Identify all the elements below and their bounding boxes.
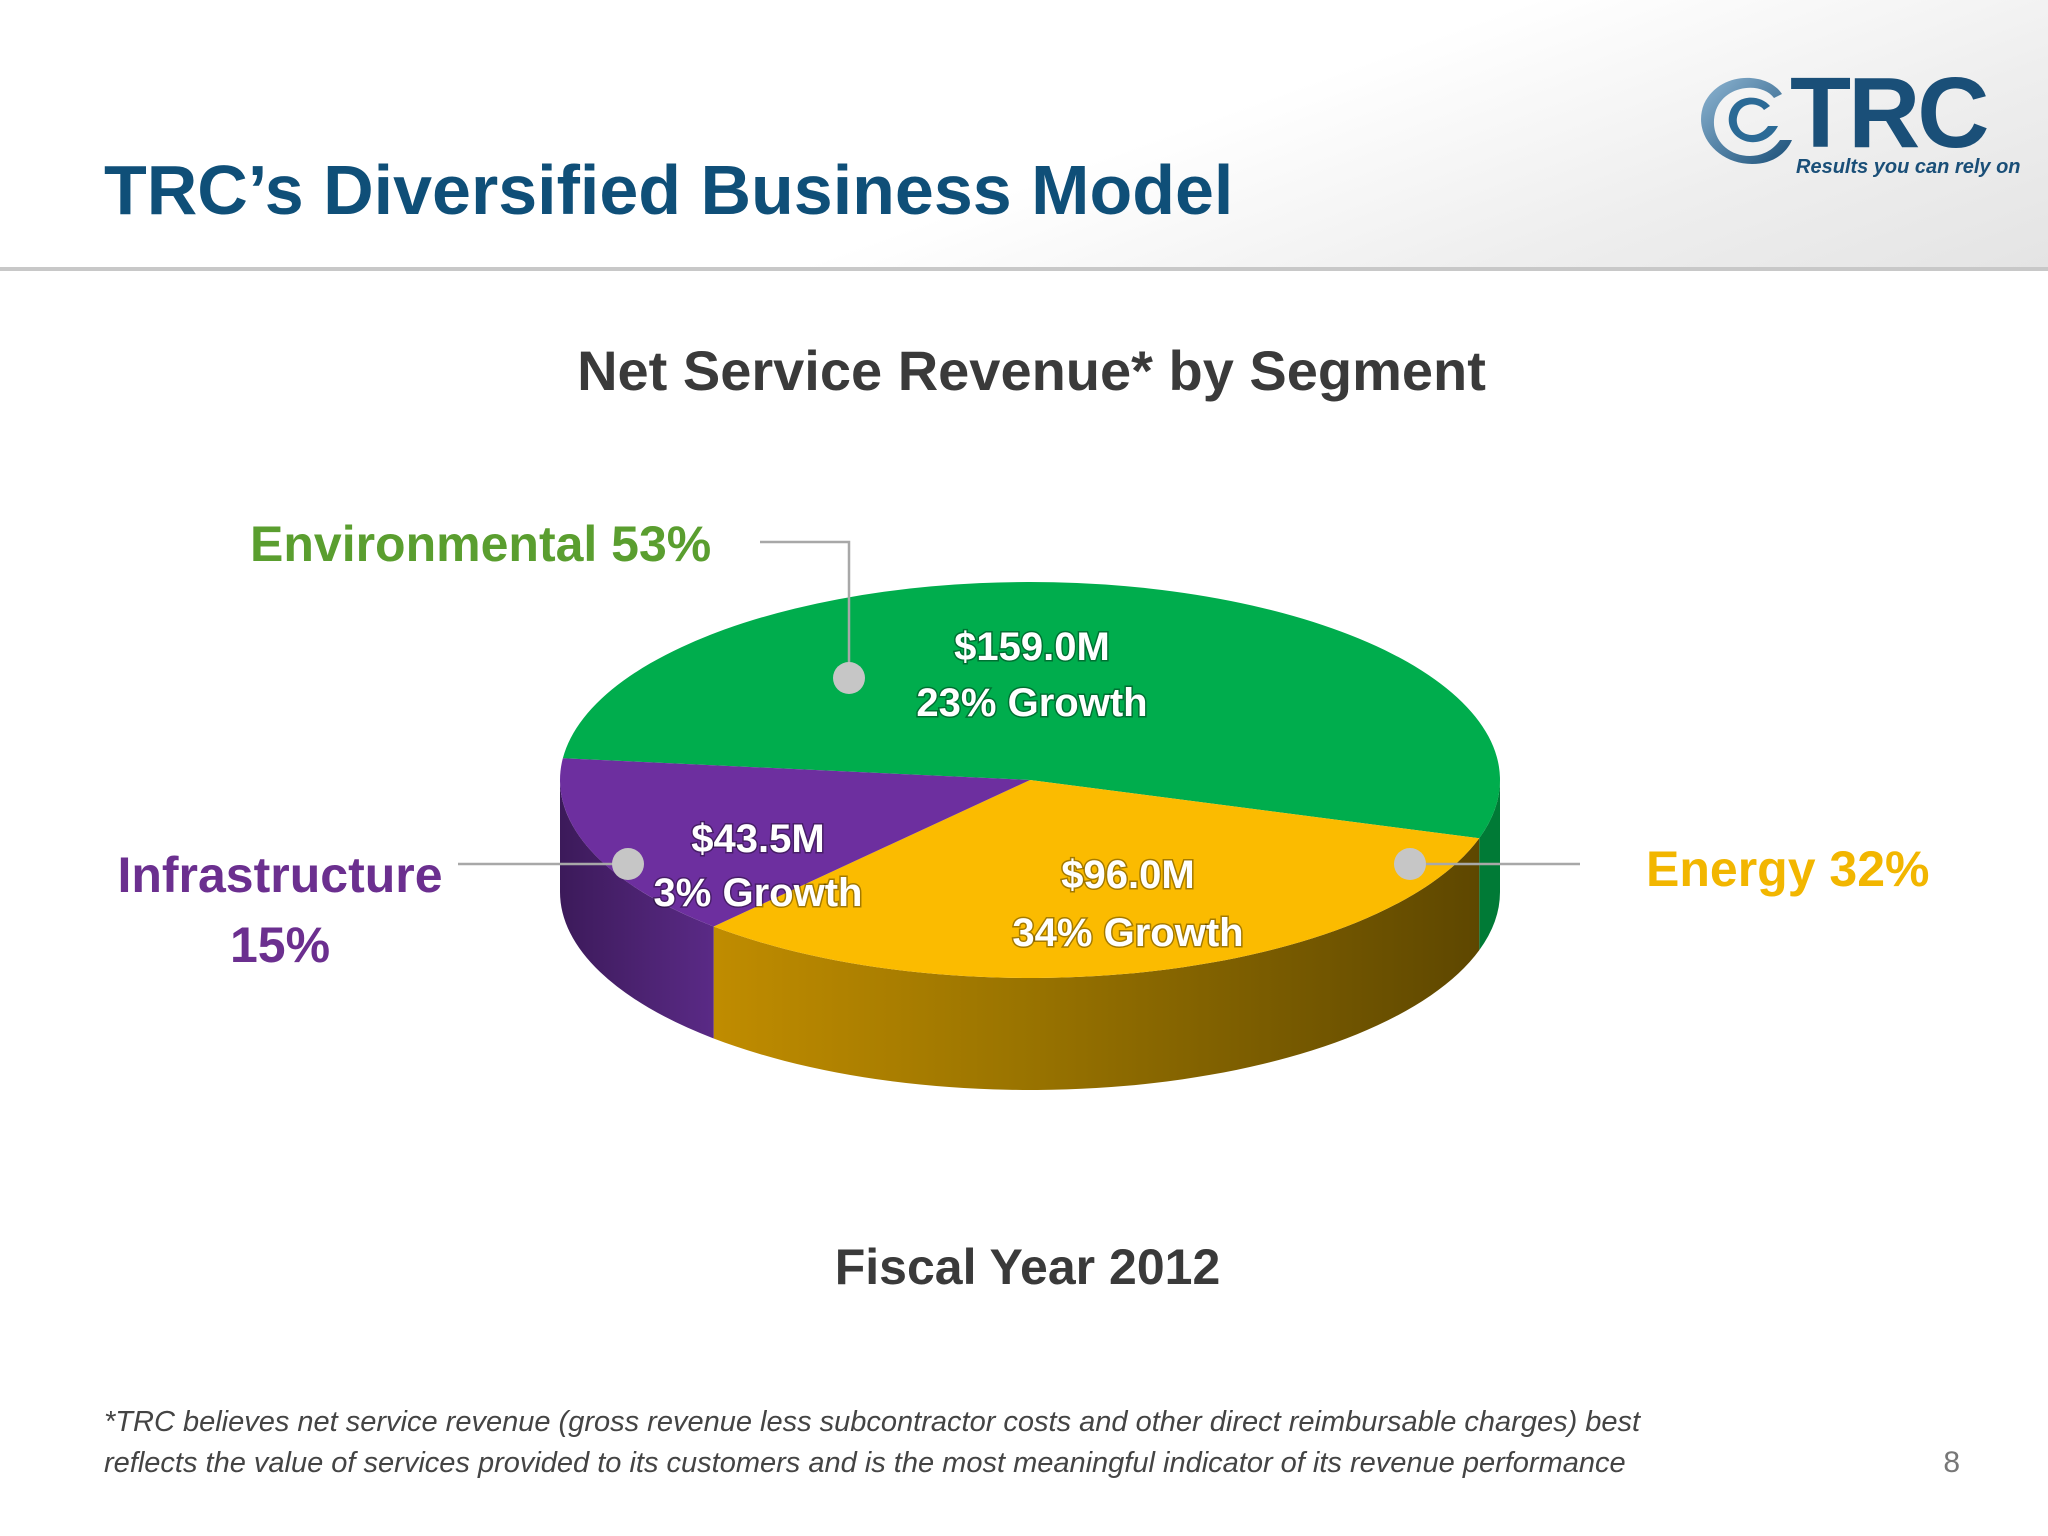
logo-wordmark: TRC (1790, 57, 1990, 169)
footnote-line-2: reflects the value of services provided … (104, 1447, 1626, 1479)
leader-line-environmental (760, 540, 851, 678)
leader-lines (458, 540, 1580, 880)
pie-slice-environmental (562, 581, 1501, 839)
infrastructure-label-line1: Infrastructure (117, 847, 443, 903)
leader-dot-energy (1394, 848, 1426, 880)
pie-side-energy (713, 838, 1480, 1090)
slide-title: TRC’s Diversified Business Model (104, 151, 1234, 229)
chart-title: Net Service Revenue* by Segment (577, 339, 1486, 402)
swirl-logo-icon (1701, 77, 1792, 164)
slice-growth-label-infrastructure: 3% Growth (654, 871, 863, 915)
slice-value-label-energy: $96.0M (1061, 853, 1194, 897)
infrastructure-percent-label: Infrastructure 15% (110, 840, 450, 980)
pie-slice-energy (713, 780, 1480, 978)
leader-dot-environmental (833, 662, 865, 694)
pie-slice-infrastructure (560, 758, 1030, 927)
pie-side-infrastructure (560, 780, 714, 1039)
header-divider (0, 267, 2048, 271)
slice-value-label-infrastructure: $43.5M (691, 817, 824, 861)
slice-labels: $159.0M 23% Growth $96.0M 34% Growth $43.5M 3… (652, 624, 1245, 957)
leader-dot-infrastructure (612, 848, 644, 880)
footnote-line-1: *TRC believes net service revenue (gross… (104, 1406, 1641, 1438)
environmental-percent-label: Environmental 53% (250, 516, 712, 572)
chart-caption: Fiscal Year 2012 (834, 1239, 1221, 1295)
infrastructure-label-line2: 15% (229, 917, 331, 973)
slice-value-label-environmental: $159.0M (954, 625, 1110, 669)
logo-tagline: Results you can rely on (1796, 156, 2021, 178)
energy-percent-label: Energy 32% (1646, 841, 1930, 897)
pie-top-faces (560, 581, 1501, 978)
slice-growth-label-energy: 34% Growth (1012, 911, 1243, 955)
trc-logo: TRC Results you can rely on (1690, 57, 2021, 190)
page-number: 8 (1943, 1446, 1960, 1479)
footnote: *TRC believes net service revenue (gross… (104, 1402, 1864, 1484)
slice-growth-label-environmental: 23% Growth (916, 681, 1147, 725)
